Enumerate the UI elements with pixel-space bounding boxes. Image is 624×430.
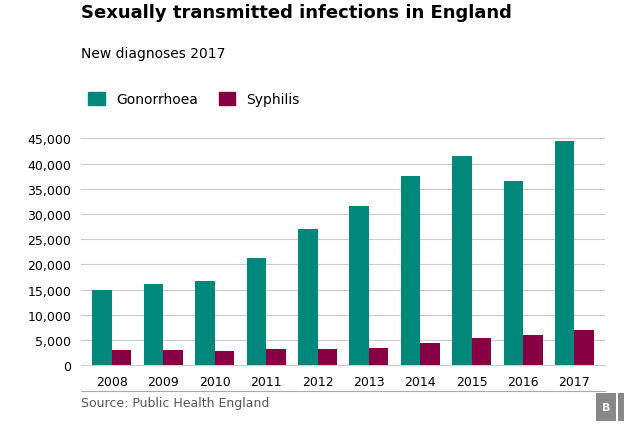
Bar	[112, 350, 132, 366]
Bar	[421, 343, 440, 366]
Text: Sexually transmitted infections in England: Sexually transmitted infections in Engla…	[81, 4, 512, 22]
Text: B: B	[602, 402, 610, 412]
Bar	[401, 177, 421, 366]
Text: Source: Public Health England: Source: Public Health England	[81, 396, 270, 408]
Bar	[523, 335, 543, 366]
Text: New diagnoses 2017: New diagnoses 2017	[81, 47, 225, 61]
Bar	[369, 348, 388, 366]
Bar	[163, 350, 183, 366]
Bar	[504, 182, 523, 366]
Bar	[266, 350, 286, 366]
Bar	[246, 258, 266, 366]
Bar	[555, 141, 575, 366]
Bar	[472, 338, 491, 366]
Bar	[195, 281, 215, 366]
Bar	[318, 350, 337, 366]
Legend: Gonorrhoea, Syphilis: Gonorrhoea, Syphilis	[88, 93, 300, 107]
Bar	[92, 290, 112, 366]
Bar	[144, 284, 163, 366]
Bar	[575, 330, 594, 366]
Bar	[452, 157, 472, 366]
Bar	[215, 351, 234, 366]
Bar	[298, 230, 318, 366]
Bar	[349, 207, 369, 366]
